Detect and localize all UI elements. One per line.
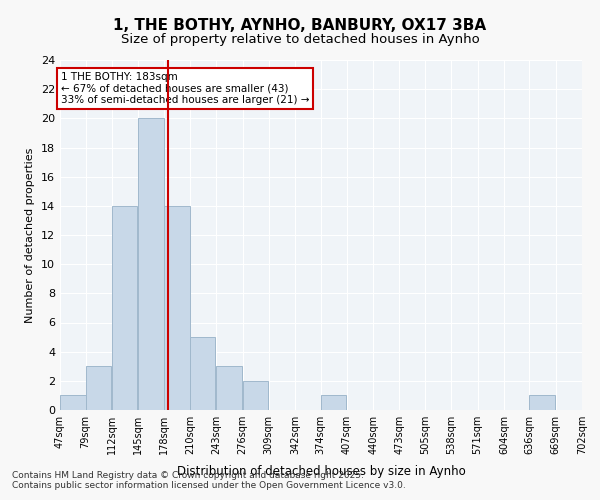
Text: Size of property relative to detached houses in Aynho: Size of property relative to detached ho… bbox=[121, 32, 479, 46]
Bar bbox=[190, 337, 215, 410]
Bar bbox=[112, 206, 137, 410]
Bar bbox=[242, 381, 268, 410]
Text: 1 THE BOTHY: 183sqm
← 67% of detached houses are smaller (43)
33% of semi-detach: 1 THE BOTHY: 183sqm ← 67% of detached ho… bbox=[61, 72, 309, 105]
Text: 1, THE BOTHY, AYNHO, BANBURY, OX17 3BA: 1, THE BOTHY, AYNHO, BANBURY, OX17 3BA bbox=[113, 18, 487, 32]
Bar bbox=[138, 118, 164, 410]
X-axis label: Distribution of detached houses by size in Aynho: Distribution of detached houses by size … bbox=[176, 466, 466, 478]
Bar bbox=[320, 396, 346, 410]
Y-axis label: Number of detached properties: Number of detached properties bbox=[25, 148, 35, 322]
Text: Contains HM Land Registry data © Crown copyright and database right 2025.
Contai: Contains HM Land Registry data © Crown c… bbox=[12, 470, 406, 490]
Bar bbox=[60, 396, 86, 410]
Bar bbox=[86, 366, 111, 410]
Bar bbox=[529, 396, 555, 410]
Bar bbox=[216, 366, 242, 410]
Bar bbox=[164, 206, 190, 410]
